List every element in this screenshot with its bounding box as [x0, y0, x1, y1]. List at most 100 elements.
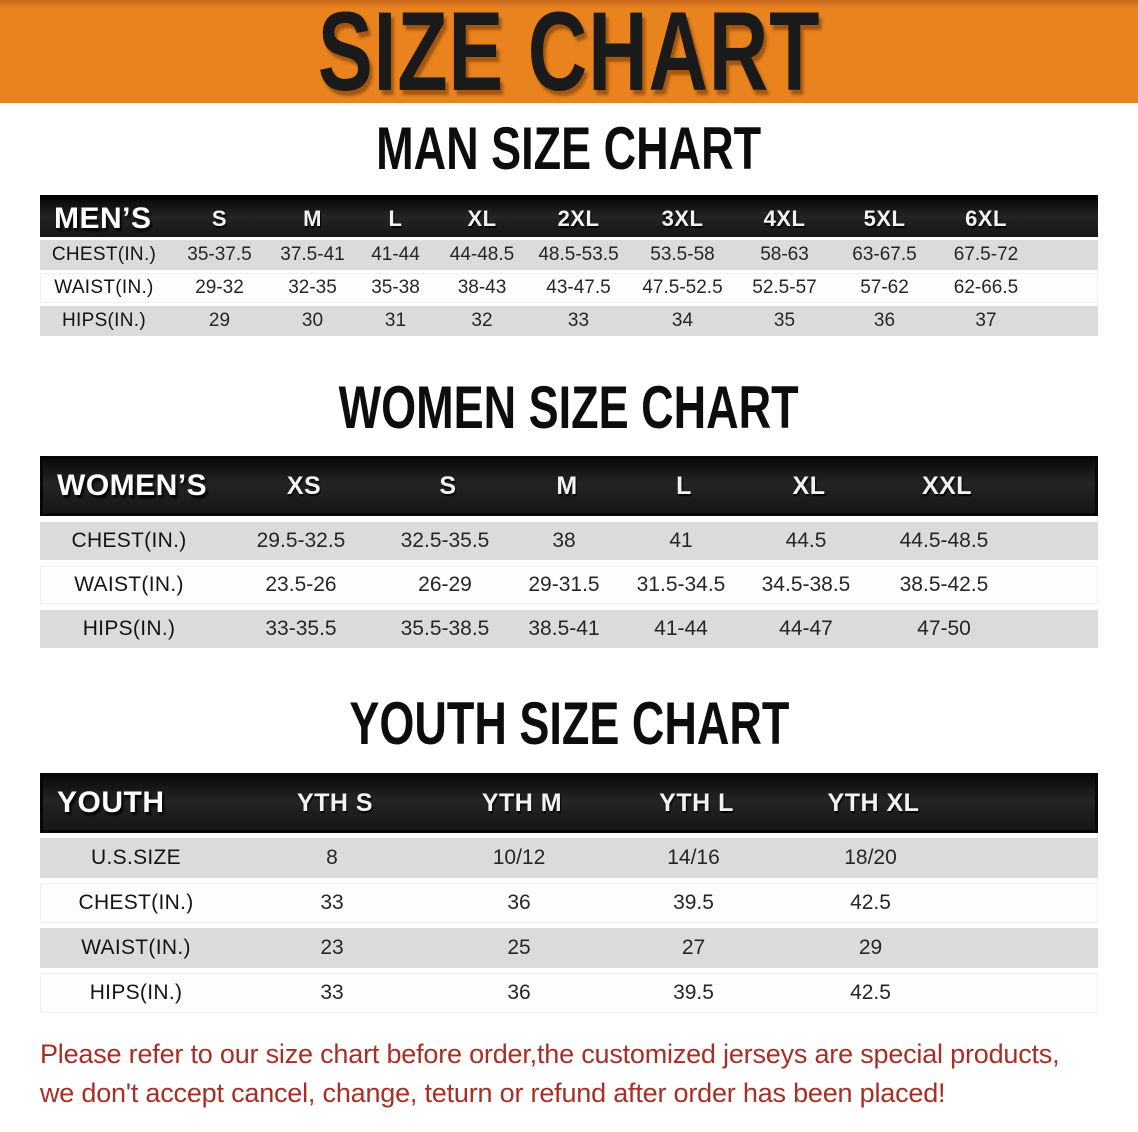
column-header-4xl: 4XL [763, 205, 806, 231]
women-table-row: WAIST(IN.) 23.5-26 26-29 29-31.5 31.5-34.5 34… [40, 566, 1098, 604]
row-label: CHEST(IN.) [51, 244, 157, 265]
cell-value: 52.5-57 [752, 277, 817, 298]
cell-value: 25 [507, 936, 531, 959]
cell-value: 42.5 [850, 891, 891, 914]
column-header-xl: XL [792, 471, 826, 500]
column-header-3xl: 3XL [661, 205, 704, 231]
cell-value: 42.5 [850, 981, 891, 1004]
men-table-row: HIPS(IN.) 29 30 31 32 33 34 35 36 37 [40, 306, 1098, 336]
cell-value: 62-66.5 [953, 277, 1019, 298]
column-header-2xl: 2XL [557, 205, 600, 231]
cell-value: 32 [471, 310, 493, 331]
column-header-yth-m: YTH M [481, 788, 563, 817]
size-chart-banner: SIZE CHART [0, 0, 1138, 114]
men-header-label: MEN’S [54, 201, 152, 235]
column-header-l: L [388, 205, 403, 231]
column-header-s: S [211, 205, 228, 231]
cell-value: 34.5-38.5 [761, 573, 851, 596]
cell-value: 31 [384, 310, 407, 331]
cell-value: 38 [552, 529, 576, 552]
cell-value: 35 [773, 310, 796, 331]
men-section: MAN SIZE CHART MEN’S S M L XL 2XL 3XL 4XL 5XL 6XL… [0, 115, 1138, 336]
cell-value: 39.5 [673, 891, 714, 914]
footer-note-line1: Please refer to our size chart before or… [40, 1039, 1060, 1069]
cell-value: 27 [681, 936, 706, 959]
row-label: WAIST(IN.) [54, 277, 154, 298]
cell-value: 44-48.5 [449, 244, 515, 265]
women-section: WOMEN SIZE CHART WOMEN’S XS S M L XL XXL CHEST(… [0, 374, 1138, 648]
column-header-xxl: XXL [921, 471, 973, 500]
men-section-title: MAN SIZE CHART [0, 115, 1138, 182]
cell-value: 57-62 [860, 277, 909, 298]
cell-value: 29-31.5 [528, 573, 600, 596]
column-header-yth-s: YTH S [296, 788, 374, 817]
cell-value: 8 [326, 846, 338, 869]
column-header-6xl: 6XL [965, 205, 1007, 231]
cell-value: 14/16 [667, 846, 720, 869]
women-table-row: HIPS(IN.) 33-35.5 35.5-38.5 38.5-41 41-44 44-… [40, 610, 1098, 648]
cell-value: 23.5-26 [265, 573, 337, 596]
column-header-s: S [439, 471, 457, 500]
cell-value: 36 [873, 310, 896, 331]
men-table-row: WAIST(IN.) 29-32 32-35 35-38 38-43 43-47.5 47.… [40, 273, 1098, 303]
column-header-5xl: 5XL [863, 205, 906, 231]
cell-value: 35.5-38.5 [400, 617, 490, 640]
cell-value: 38.5-42.5 [899, 573, 989, 596]
row-label: WAIST(IN.) [81, 936, 191, 959]
column-header-xl: XL [467, 205, 497, 231]
footer-note: Please refer to our size chart before or… [40, 1035, 1138, 1113]
women-header-label: WOMEN’S [57, 469, 208, 502]
row-label: CHEST(IN.) [78, 891, 194, 914]
cell-value: 37.5-41 [280, 244, 345, 265]
row-label: U.S.SIZE [91, 846, 181, 869]
cell-value: 37 [975, 310, 997, 331]
cell-value: 29 [208, 310, 231, 331]
cell-value: 32.5-35.5 [400, 529, 490, 552]
cell-value: 26-29 [418, 573, 472, 596]
cell-value: 35-37.5 [187, 244, 252, 265]
cell-value: 39.5 [673, 981, 714, 1004]
cell-value: 34 [671, 310, 694, 331]
men-table-row: CHEST(IN.) 35-37.5 37.5-41 41-44 44-48.5 48.5… [40, 240, 1098, 270]
youth-header-row: YOUTH YTH S YTH M YTH L YTH XL [40, 773, 1098, 833]
cell-value: 36 [507, 981, 531, 1004]
youth-header-label: YOUTH [57, 786, 165, 819]
cell-value: 41-44 [371, 244, 420, 265]
men-header-row: MEN’S S M L XL 2XL 3XL 4XL 5XL 6XL [40, 195, 1098, 237]
column-header-yth-l: YTH L [659, 788, 734, 817]
women-table-row: CHEST(IN.) 29.5-32.5 32.5-35.5 38 41 44.5 44.5… [40, 522, 1098, 560]
men-size-table: MEN’S S M L XL 2XL 3XL 4XL 5XL 6XL CHEST(IN.) 35-37… [40, 195, 1098, 336]
cell-value: 33 [567, 310, 590, 331]
column-header-m: M [303, 205, 322, 231]
cell-value: 33 [320, 981, 344, 1004]
cell-value: 47.5-52.5 [642, 277, 723, 298]
women-section-title-text: WOMEN SIZE CHART [339, 373, 799, 441]
youth-section-title: YOUTH SIZE CHART [0, 690, 1138, 757]
column-header-m: M [556, 471, 578, 500]
row-label: HIPS(IN.) [62, 310, 146, 331]
youth-table-row: WAIST(IN.) 23 25 27 29 [40, 928, 1098, 968]
cell-value: 67.5-72 [953, 244, 1019, 265]
cell-value: 43-47.5 [546, 277, 611, 298]
cell-value: 48.5-53.5 [538, 244, 619, 265]
cell-value: 33 [320, 891, 344, 914]
cell-value: 63-67.5 [852, 244, 917, 265]
women-header-row: WOMEN’S XS S M L XL XXL [40, 456, 1098, 516]
youth-table-row: HIPS(IN.) 33 36 39.5 42.5 [40, 973, 1098, 1013]
youth-table-row: U.S.SIZE 8 10/12 14/16 18/20 [40, 838, 1098, 878]
column-header-l: L [676, 471, 692, 500]
cell-value: 23 [320, 936, 344, 959]
cell-value: 33-35.5 [265, 617, 337, 640]
cell-value: 35-38 [371, 277, 420, 298]
column-header-xs: XS [286, 471, 322, 500]
cell-value: 31.5-34.5 [636, 573, 726, 596]
footer-note-line2: we don't accept cancel, change, teturn o… [40, 1078, 946, 1108]
youth-section-title-text: YOUTH SIZE CHART [348, 689, 789, 757]
row-label: CHEST(IN.) [71, 529, 187, 552]
cell-value: 38-43 [457, 277, 507, 298]
cell-value: 41-44 [654, 617, 708, 640]
cell-value: 53.5-58 [650, 244, 715, 265]
cell-value: 44-47 [779, 617, 833, 640]
cell-value: 38.5-41 [528, 617, 600, 640]
cell-value: 29-32 [195, 277, 244, 298]
